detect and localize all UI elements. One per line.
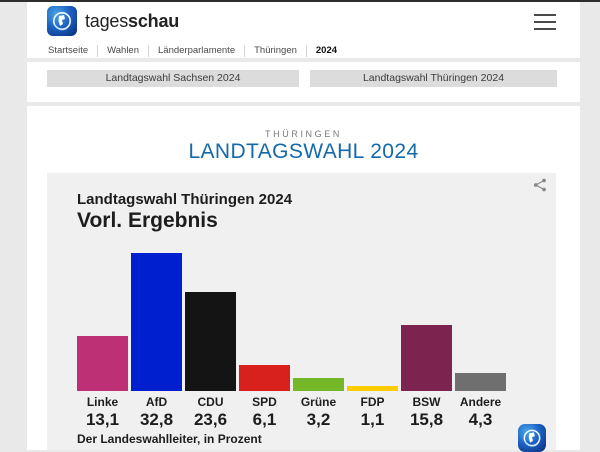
bar-chart: Linke 13,1 AfD 32,8 CDU 23,6 SPD 6,1 Grüne 3,2 FDP…: [77, 251, 506, 430]
breadcrumb-separator: [97, 44, 99, 57]
breadcrumb-separator: [305, 44, 307, 57]
breadcrumb: Startseite Wahlen Länderparlamente Thüri…: [47, 43, 338, 58]
bar-andere: [455, 372, 506, 391]
result-chart-card: Landtagswahl Thüringen 2024 Vorl. Ergebn…: [47, 173, 556, 452]
election-switcher: Landtagswahl Sachsen 2024 Landtagswahl T…: [27, 62, 580, 102]
main-content: THÜRINGEN LANDTAGSWAHL 2024 Landtagswahl…: [27, 106, 580, 452]
button-landtagswahl-thueringen[interactable]: Landtagswahl Thüringen 2024: [310, 70, 557, 87]
bar-label-bsw: BSW: [412, 395, 441, 409]
page-kicker: THÜRINGEN: [265, 129, 342, 139]
bar-value-andere: 4,3: [468, 410, 493, 429]
bar-spd: [239, 365, 290, 391]
breadcrumb-separator: [244, 44, 246, 57]
bar-label-andere: Andere: [459, 395, 502, 409]
chart-subtitle: Vorl. Ergebnis: [77, 209, 218, 232]
bar-label-linke: Linke: [86, 395, 119, 409]
chart-title: Landtagswahl Thüringen 2024: [77, 191, 293, 208]
bar-label-cdu: CDU: [197, 395, 224, 409]
breadcrumb-startseite[interactable]: Startseite: [48, 45, 89, 56]
chart-source: Der Landeswahlleiter, in Prozent: [77, 432, 262, 446]
bar-grüne: [293, 377, 344, 391]
tagesschau-watermark-icon: [518, 424, 546, 452]
share-icon[interactable]: [530, 176, 550, 196]
bar-label-spd: SPD: [252, 395, 277, 409]
breadcrumb-separator: [148, 44, 149, 57]
bar-linke: [77, 336, 128, 391]
top-border-line: [0, 0, 600, 2]
wordmark-regular: tages: [85, 11, 129, 31]
bar-value-fdp: 1,1: [360, 410, 385, 429]
bar-value-spd: 6,1: [252, 410, 277, 429]
breadcrumb-wahlen[interactable]: Wahlen: [107, 45, 139, 56]
bar-value-bsw: 15,8: [409, 410, 444, 429]
bar-label-fdp: FDP: [360, 395, 385, 409]
breadcrumb-laenderparlamente[interactable]: Länderparlamente: [158, 45, 236, 56]
bar-column-grüne: Grüne 3,2: [293, 251, 344, 430]
wordmark-bold: schau: [128, 11, 180, 31]
bar-value-cdu: 23,6: [193, 410, 228, 429]
bar-value-afd: 32,8: [139, 410, 174, 429]
breadcrumb-thueringen[interactable]: Thüringen: [254, 45, 297, 56]
bar-column-fdp: FDP 1,1: [347, 251, 398, 430]
bar-label-grüne: Grüne: [300, 395, 337, 409]
bar-column-cdu: CDU 23,6: [185, 251, 236, 430]
page-title: LANDTAGSWAHL 2024: [188, 140, 419, 163]
bar-column-linke: Linke 13,1: [77, 251, 128, 430]
bar-afd: [131, 253, 182, 391]
bar-bsw: [401, 324, 452, 391]
bar-value-linke: 13,1: [85, 410, 120, 429]
bar-column-afd: AfD 32,8: [131, 251, 182, 430]
button-landtagswahl-sachsen[interactable]: Landtagswahl Sachsen 2024: [47, 70, 299, 87]
bar-value-grüne: 3,2: [306, 410, 331, 429]
bar-column-andere: Andere 4,3: [455, 251, 506, 430]
bar-label-afd: AfD: [145, 395, 168, 409]
tagesschau-wordmark[interactable]: tagesschau: [85, 11, 179, 32]
bar-cdu: [185, 291, 236, 391]
bar-column-spd: SPD 6,1: [239, 251, 290, 430]
header: tagesschau Startseite Wahlen Länderparla…: [27, 2, 580, 58]
menu-icon[interactable]: [534, 14, 556, 30]
bar-column-bsw: BSW 15,8: [401, 251, 452, 430]
bar-fdp: [347, 386, 398, 391]
breadcrumb-2024[interactable]: 2024: [315, 45, 338, 56]
tagesschau-logo-icon[interactable]: [47, 6, 77, 36]
